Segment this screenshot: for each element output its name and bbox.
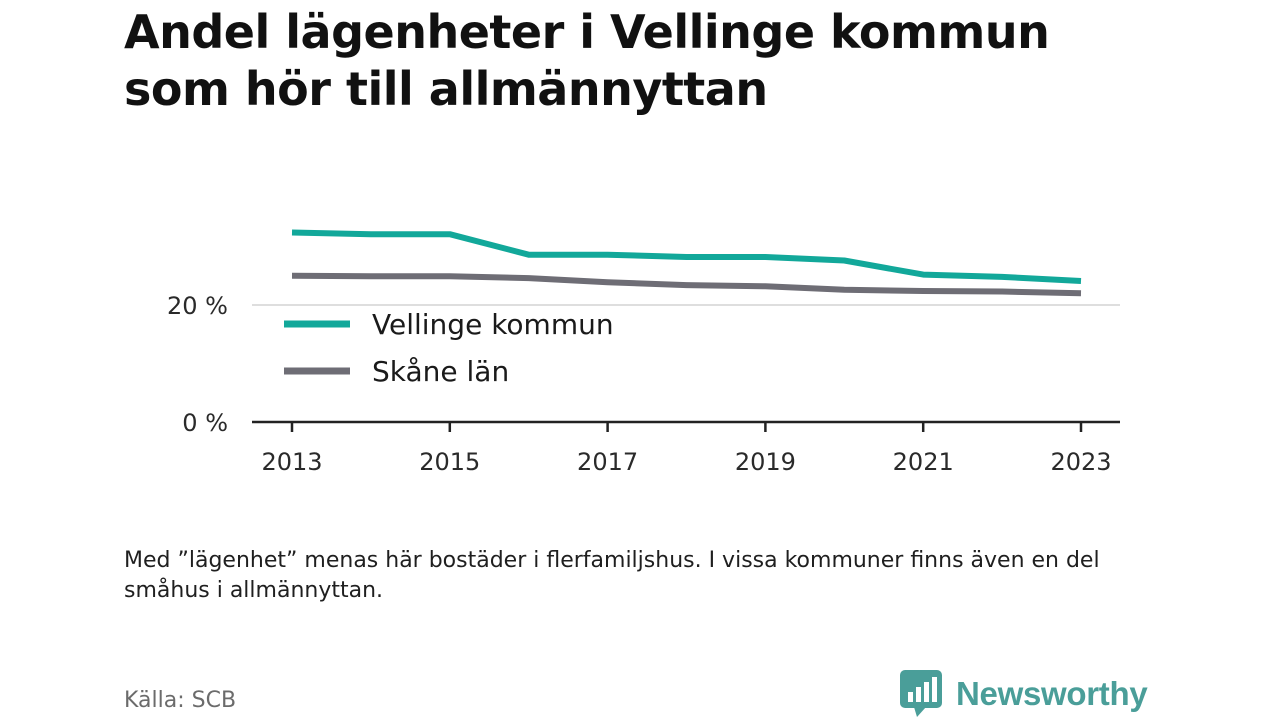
x-tick-label: 2019: [735, 448, 796, 476]
y-tick-label: 20 %: [167, 292, 228, 320]
series-line-vellinge: [291, 229, 1082, 284]
brand-name: Newsworthy: [956, 675, 1148, 712]
x-tick-label: 2017: [577, 448, 638, 476]
x-tick-label: 2015: [419, 448, 480, 476]
legend-label: Skåne län: [372, 355, 509, 388]
x-tick-label: 2013: [261, 448, 322, 476]
x-tick-label: 2023: [1050, 448, 1111, 476]
chart-note: Med ”lägenhet” menas här bostäder i fler…: [124, 548, 1100, 603]
x-tick-label: 2021: [893, 448, 954, 476]
source-label: Källa: SCB: [124, 688, 237, 713]
legend-label: Vellinge kommun: [372, 308, 614, 341]
y-tick-label: 0 %: [182, 409, 228, 437]
newsworthy-brand: Newsworthy: [900, 670, 1148, 718]
series-line-skane: [291, 272, 1082, 297]
newsworthy-logo-icon: [900, 670, 942, 717]
chart-title: Andel lägenheter i Vellinge kommun som h…: [124, 5, 1050, 116]
